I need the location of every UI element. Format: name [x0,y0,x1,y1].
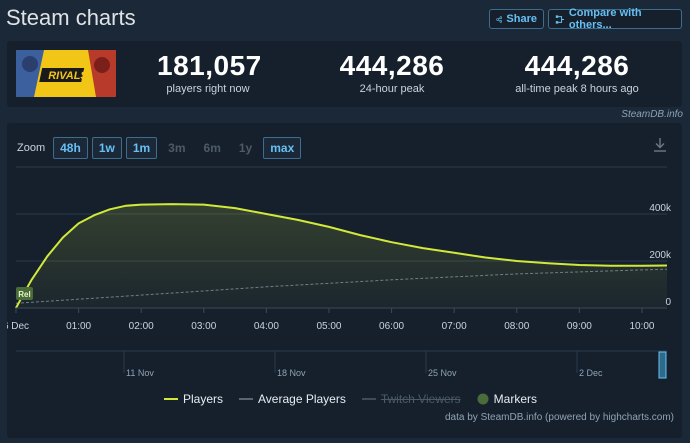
stats-panel: RIVALS 181,057 players right now 444,286… [7,41,682,107]
x-tick-label: 08:00 [504,321,529,332]
twitch-line-icon [361,398,376,400]
zoom-label: Zoom [17,142,46,154]
release-marker-label: Rel [18,290,30,299]
stat-label: all-time peak 8 hours ago [515,83,639,95]
game-logo[interactable]: RIVALS [16,50,116,97]
zoom-3m-button: 3m [168,141,186,155]
stat-alltime-peak: 444,286 all-time peak 8 hours ago [507,50,647,96]
x-tick-label: 06:00 [379,321,404,332]
stat-value: 181,057 [157,50,262,81]
players-area [16,204,667,308]
download-icon[interactable] [653,137,667,153]
stat-current-players: 181,057 players right now [157,50,262,96]
stat-value: 444,286 [524,50,630,81]
x-tick-label: 09:00 [567,321,592,332]
x-tick-label: 04:00 [254,321,279,332]
stat-label: players right now [166,83,250,95]
x-tick-label: 6 Dec [7,321,29,332]
stat-value: 444,286 [339,50,445,81]
legend-twitch-viewers[interactable]: Twitch Viewers [361,392,461,406]
y-tick-label: 400k [649,203,672,214]
average-players-line [15,268,668,304]
x-tick-label: 07:00 [442,321,467,332]
x-tick-label: 05:00 [316,321,341,332]
steamdb-credit[interactable]: SteamDB.info [621,109,683,120]
players-line-icon [164,398,178,400]
x-tick-label: 01:00 [66,321,91,332]
average-line-icon [239,398,254,400]
zoom-1w-button[interactable]: 1w [91,137,122,159]
release-marker[interactable] [16,287,33,300]
stat-label: 24-hour peak [359,83,425,95]
chart-legend: Players Average Players Twitch Viewers M… [164,392,537,406]
players-line [15,203,668,309]
page-title: Steam charts [6,5,136,30]
y-tick-label: 0 [665,297,671,308]
marker-dot-icon [477,393,489,405]
navigator-handle[interactable] [658,351,667,379]
navigator-label: 25 Nov [428,368,457,378]
legend-average-players[interactable]: Average Players [239,392,346,406]
navigator-label: 18 Nov [277,368,306,378]
compare-icon [555,14,565,24]
navigator-label: 2 Dec [579,368,603,378]
svg-text:RIVALS: RIVALS [48,70,88,82]
x-tick-label: 03:00 [191,321,216,332]
x-tick-label: 02:00 [129,321,154,332]
player-chart[interactable]: 0 200k 400k 6 Dec 01:00 02:00 03:00 04:00 05:00… [7,123,682,438]
x-tick-label: 10:00 [629,321,654,332]
zoom-1y-button: 1y [238,141,253,155]
legend-markers[interactable]: Markers [477,392,537,406]
share-icon [496,15,503,23]
navigator[interactable] [7,351,682,385]
stat-24h-peak: 444,286 24-hour peak [327,50,457,96]
share-button[interactable]: Share [489,9,544,29]
compare-button[interactable]: Compare with others... [548,7,682,31]
share-label: Share [506,13,537,25]
navigator-label: 11 Nov [126,368,154,378]
zoom-6m-button: 6m [203,141,221,155]
zoom-controls: Zoom 48h 1w 1m 3m 6m 1y max [17,137,302,159]
y-tick-label: 200k [649,250,672,261]
chart-panel: Zoom 48h 1w 1m 3m 6m 1y max 0 200k 400k 6 … [7,123,682,438]
highcharts-credit[interactable]: data by SteamDB.info (powered by highcha… [445,412,674,423]
zoom-max-button[interactable]: max [263,137,302,159]
zoom-48h-button[interactable]: 48h [53,137,88,159]
compare-label: Compare with others... [568,7,642,31]
zoom-1m-button[interactable]: 1m [125,137,158,159]
legend-players[interactable]: Players [164,392,223,406]
header: Steam charts Share Compare with others..… [0,0,690,38]
